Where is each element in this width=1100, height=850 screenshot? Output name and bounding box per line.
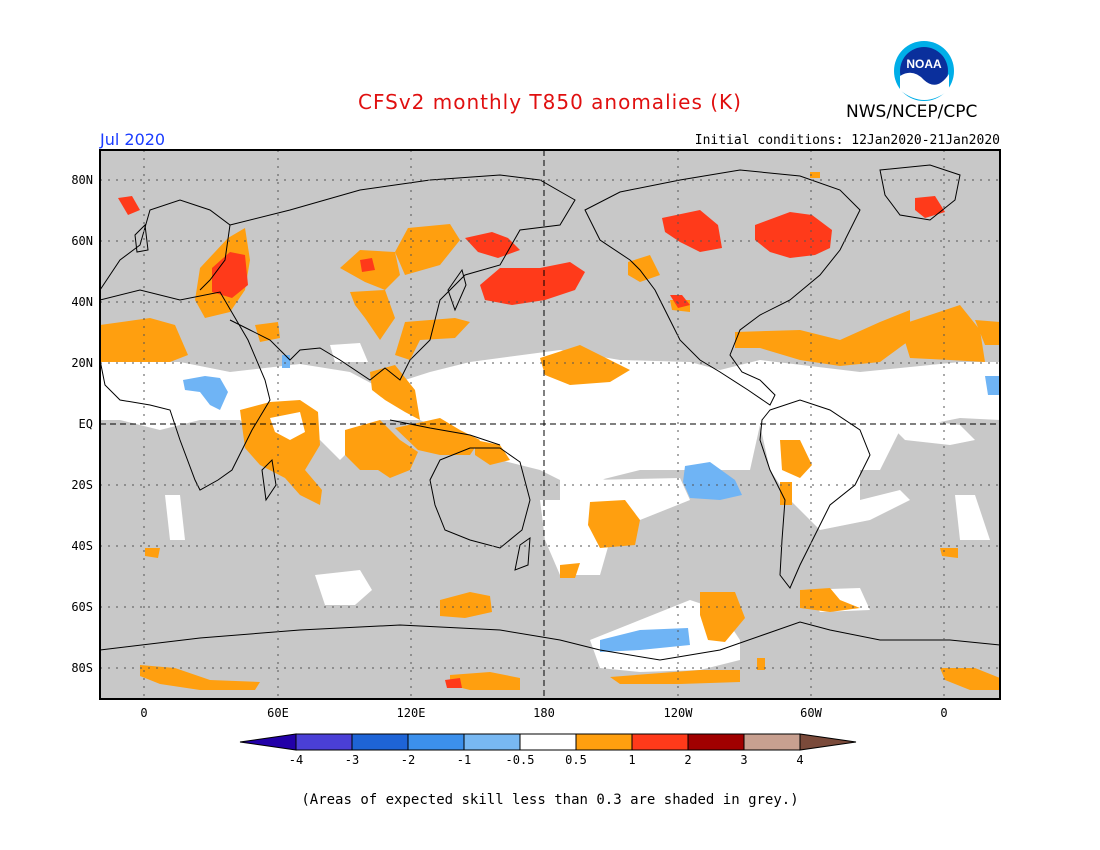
colorbar-swatch xyxy=(519,733,577,751)
colorbar: -4 -3 -2 -1 -0.5 0.5 1 2 3 4 xyxy=(239,733,857,767)
lon-label: 60W xyxy=(800,706,822,720)
colorbar-label: -2 xyxy=(401,753,415,767)
initial-conditions: Initial conditions: 12Jan2020-21Jan2020 xyxy=(694,133,1000,148)
organization-label: NWS/NCEP/CPC xyxy=(846,102,978,122)
lat-label: 40N xyxy=(71,295,93,309)
lat-label: 80N xyxy=(71,173,93,187)
chart-title: CFSv2 monthly T850 anomalies (K) xyxy=(358,90,742,114)
colorbar-label: -3 xyxy=(345,753,359,767)
lat-label: 20N xyxy=(71,356,93,370)
colorbar-label: -1 xyxy=(457,753,471,767)
lon-label: 0 xyxy=(140,706,147,720)
colorbar-high-arrow xyxy=(799,733,857,751)
colorbar-swatch xyxy=(631,733,689,751)
coastlines xyxy=(100,164,1000,661)
noaa-logo-text: NOAA xyxy=(906,57,942,71)
colorbar-swatch xyxy=(575,733,633,751)
colorbar-swatch xyxy=(687,733,745,751)
graticule xyxy=(100,150,1000,699)
positive-anomaly-weak xyxy=(100,172,1000,690)
lat-label: 80S xyxy=(71,661,93,675)
colorbar-swatch xyxy=(743,733,801,751)
lon-label: 180 xyxy=(533,706,555,720)
lat-label: 40S xyxy=(71,539,93,553)
colorbar-label: 4 xyxy=(796,753,803,767)
colorbar-label: 3 xyxy=(740,753,747,767)
valid-month: Jul 2020 xyxy=(100,130,166,149)
lat-label: 60N xyxy=(71,234,93,248)
colorbar-swatch xyxy=(351,733,409,751)
colorbar-low-arrow xyxy=(239,733,297,751)
colorbar-swatch xyxy=(407,733,465,751)
latitude-labels: 80N 60N 40N 20N EQ 20S 40S 60S 80S xyxy=(71,173,93,675)
lon-label: 120E xyxy=(397,706,426,720)
equator-dateline xyxy=(100,150,1000,699)
colorbar-label: -4 xyxy=(289,753,303,767)
lat-label: 20S xyxy=(71,478,93,492)
colorbar-label: 2 xyxy=(684,753,691,767)
lat-label: 60S xyxy=(71,600,93,614)
negative-anomaly xyxy=(183,355,1000,652)
lat-label: EQ xyxy=(79,417,93,431)
colorbar-swatch xyxy=(463,733,521,751)
map-frame xyxy=(99,149,1001,700)
colorbar-swatch xyxy=(295,733,353,751)
noaa-logo: NOAA xyxy=(893,40,955,102)
colorbar-label: 1 xyxy=(628,753,635,767)
skill-footnote: (Areas of expected skill less than 0.3 a… xyxy=(301,792,799,808)
lon-label: 60E xyxy=(267,706,289,720)
longitude-labels: 0 60E 120E 180 120W 60W 0 xyxy=(140,706,947,720)
lon-label: 0 xyxy=(940,706,947,720)
lon-label: 120W xyxy=(664,706,694,720)
colorbar-label: -0.5 xyxy=(506,753,535,767)
colorbar-label: 0.5 xyxy=(565,753,587,767)
positive-anomaly-strong xyxy=(118,196,945,688)
